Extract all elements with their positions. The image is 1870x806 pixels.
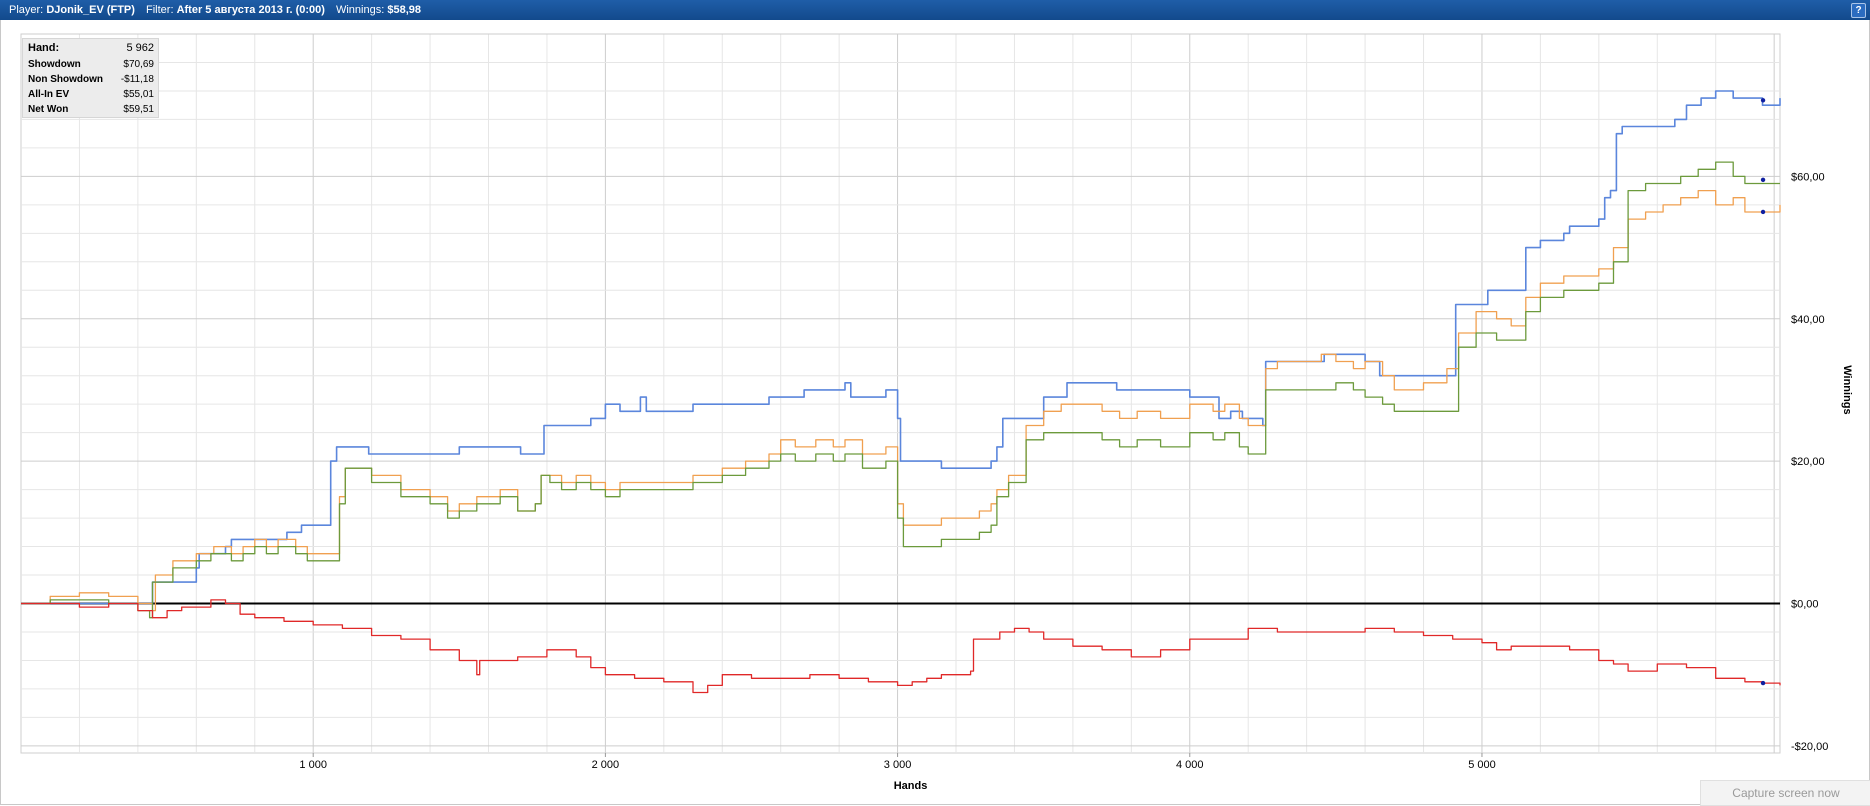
y-tick-label: $20,00 [1791, 456, 1825, 468]
x-tick-label: 4 000 [1176, 759, 1204, 771]
stats-row: Net Won $59,51 [23, 102, 158, 117]
stats-label: Showdown [28, 59, 81, 70]
net_won-line [21, 161, 1780, 619]
stats-row: All-In EV $55,01 [23, 87, 158, 102]
stats-row: Showdown $70,69 [23, 57, 158, 72]
x-tick-label: 2 000 [592, 759, 620, 771]
y-tick-label: $0,00 [1791, 599, 1819, 611]
winnings-value: $58,98 [387, 4, 421, 16]
stats-value: 5 962 [126, 42, 154, 54]
showdown-end-marker [1760, 98, 1766, 103]
y-tick-label: $40,00 [1791, 314, 1825, 326]
showdown-line [21, 90, 1781, 605]
y-tick-label: -$20,00 [1791, 741, 1828, 753]
non_showdown-end-marker [1760, 680, 1766, 686]
filter-value: After 5 августа 2013 г. (0:00) [176, 4, 325, 16]
stats-row: Hand: 5 962 [23, 39, 158, 57]
stats-label: Hand: [28, 42, 60, 54]
y-tick-label: $60,00 [1791, 171, 1825, 183]
stats-label: Net Won [28, 104, 69, 115]
x-tick-label: 1 000 [299, 759, 327, 771]
y-axis-title: Winnings [1841, 365, 1853, 414]
non_showdown-line [21, 599, 1781, 694]
plot-area [20, 33, 1781, 754]
stats-value: -$11,18 [120, 74, 154, 85]
all_in_ev-line [21, 189, 1781, 612]
stats-row: Non Showdown -$11,18 [23, 72, 158, 87]
stats-value: $59,51 [123, 104, 154, 115]
stats-value: $55,01 [123, 89, 154, 100]
help-icon[interactable]: ? [1851, 3, 1866, 18]
stats-label: Non Showdown [28, 74, 103, 85]
all_in_ev-end-marker [1760, 209, 1766, 215]
stats-label: All-In EV [28, 89, 70, 100]
net_won-end-marker [1760, 177, 1766, 183]
title-bar: Player: DJonik_EV (FTP) Filter: After 5 … [0, 0, 1870, 20]
capture-screen-button[interactable]: Capture screen now [1700, 780, 1870, 806]
player-value: DJonik_EV (FTP) [46, 4, 135, 16]
winnings-label: Winnings: [335, 4, 385, 16]
stats-value: $70,69 [123, 59, 154, 70]
x-axis-title: Hands [894, 780, 928, 792]
x-tick-label: 5 000 [1468, 759, 1496, 771]
x-tick-label: 3 000 [884, 759, 912, 771]
player-label: Player: [9, 4, 44, 16]
filter-label: Filter: [146, 4, 174, 16]
stats-panel: Hand: 5 962 Showdown $70,69 Non Showdown… [22, 38, 159, 118]
